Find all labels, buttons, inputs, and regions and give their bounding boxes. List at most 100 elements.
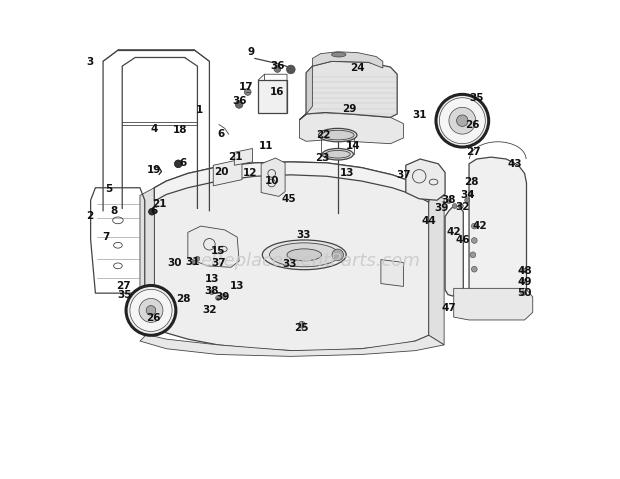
Text: 25: 25 — [294, 323, 309, 333]
Text: 43: 43 — [508, 159, 522, 169]
Text: 22: 22 — [316, 130, 330, 140]
Ellipse shape — [262, 240, 346, 270]
Text: eReplacementParts.com: eReplacementParts.com — [200, 252, 420, 270]
Text: 32: 32 — [202, 306, 216, 315]
Circle shape — [440, 98, 485, 144]
Text: 36: 36 — [270, 61, 285, 71]
Circle shape — [470, 252, 476, 258]
Text: 44: 44 — [422, 217, 436, 226]
Circle shape — [274, 66, 281, 72]
Circle shape — [521, 291, 526, 296]
Text: 31: 31 — [412, 110, 427, 120]
Circle shape — [192, 260, 197, 265]
Text: 46: 46 — [456, 236, 471, 245]
Polygon shape — [188, 226, 239, 267]
Polygon shape — [154, 162, 429, 351]
Polygon shape — [299, 113, 404, 144]
Text: 28: 28 — [176, 295, 190, 304]
Text: 19: 19 — [147, 165, 162, 175]
Text: 42: 42 — [472, 221, 487, 231]
Circle shape — [465, 198, 469, 203]
Text: 26: 26 — [466, 121, 480, 130]
Circle shape — [286, 65, 295, 74]
Text: 6: 6 — [179, 158, 187, 168]
Text: 18: 18 — [172, 125, 187, 135]
Text: 5: 5 — [105, 184, 112, 194]
Ellipse shape — [332, 52, 346, 57]
Circle shape — [446, 199, 451, 204]
Polygon shape — [381, 260, 404, 286]
Polygon shape — [140, 327, 444, 356]
Bar — [259, 80, 287, 113]
Text: 50: 50 — [517, 288, 532, 298]
Text: 38: 38 — [205, 286, 219, 296]
Text: 20: 20 — [214, 168, 229, 177]
Text: 4: 4 — [151, 125, 158, 134]
Text: 2: 2 — [86, 211, 93, 220]
Polygon shape — [234, 148, 252, 165]
Circle shape — [456, 115, 468, 126]
Circle shape — [130, 289, 172, 331]
Ellipse shape — [270, 243, 339, 267]
Text: 35: 35 — [117, 290, 132, 299]
Text: 27: 27 — [116, 282, 130, 291]
Text: 13: 13 — [205, 274, 219, 284]
Polygon shape — [154, 162, 429, 202]
Circle shape — [195, 256, 200, 261]
Polygon shape — [454, 288, 533, 320]
Text: 42: 42 — [446, 228, 461, 237]
Text: 32: 32 — [455, 202, 469, 212]
Text: 31: 31 — [185, 258, 200, 267]
Circle shape — [452, 204, 457, 208]
Circle shape — [149, 208, 155, 215]
Text: 33: 33 — [296, 230, 311, 240]
Circle shape — [139, 298, 163, 322]
Text: 38: 38 — [441, 195, 456, 205]
Polygon shape — [406, 159, 445, 200]
Circle shape — [471, 223, 477, 229]
Circle shape — [449, 107, 476, 134]
Polygon shape — [213, 159, 242, 186]
Text: 33: 33 — [283, 260, 297, 269]
Text: 15: 15 — [211, 246, 225, 255]
Text: 14: 14 — [346, 141, 360, 151]
Polygon shape — [261, 158, 285, 196]
Text: 12: 12 — [243, 169, 257, 178]
Circle shape — [210, 290, 214, 295]
Text: 35: 35 — [469, 93, 484, 103]
Ellipse shape — [319, 128, 357, 142]
Text: 13: 13 — [230, 282, 244, 291]
Text: 23: 23 — [315, 153, 330, 163]
Text: 11: 11 — [259, 141, 273, 151]
Text: 10: 10 — [264, 176, 279, 186]
Circle shape — [216, 296, 221, 300]
Text: 45: 45 — [281, 194, 296, 204]
Circle shape — [174, 160, 182, 168]
Text: 3: 3 — [86, 57, 93, 67]
Text: 24: 24 — [350, 63, 365, 73]
Text: 34: 34 — [461, 191, 476, 200]
Text: 36: 36 — [232, 96, 246, 105]
Circle shape — [521, 268, 526, 273]
Text: 9: 9 — [248, 47, 255, 57]
Circle shape — [521, 279, 526, 284]
Text: 6: 6 — [218, 129, 225, 139]
Text: 39: 39 — [216, 292, 230, 302]
Text: 48: 48 — [517, 266, 532, 275]
Text: 37: 37 — [396, 170, 410, 180]
Circle shape — [468, 192, 473, 196]
Text: 47: 47 — [441, 303, 456, 312]
Text: 1: 1 — [196, 105, 203, 115]
Circle shape — [235, 101, 243, 108]
Circle shape — [471, 266, 477, 272]
Polygon shape — [306, 66, 312, 114]
Ellipse shape — [322, 130, 354, 140]
Polygon shape — [312, 52, 383, 68]
Polygon shape — [140, 188, 154, 333]
Text: 28: 28 — [464, 177, 478, 187]
Text: 7: 7 — [103, 232, 110, 242]
Text: 21: 21 — [152, 199, 166, 208]
Text: 13: 13 — [340, 169, 355, 178]
Ellipse shape — [322, 148, 353, 160]
Polygon shape — [445, 206, 463, 296]
